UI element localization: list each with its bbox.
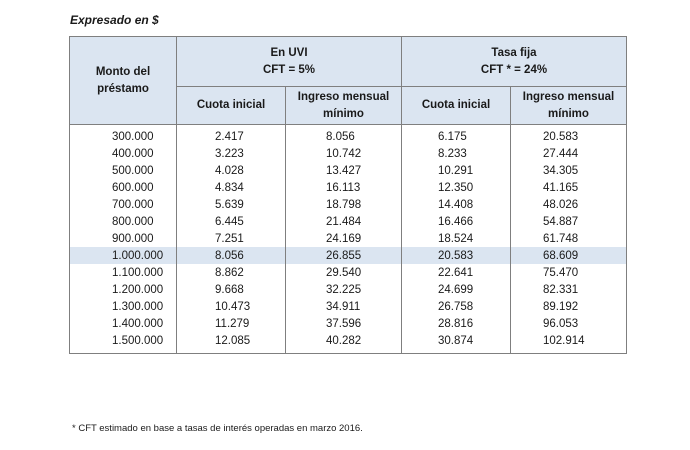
cell-fija-ingreso: 48.026 [510,196,627,213]
table-row: 400.000 3.223 10.742 8.233 27.444 [69,145,627,162]
cell-fija-ingreso: 27.444 [510,145,627,162]
cell-uvi-ingreso: 13.427 [285,162,402,179]
cell-fija-cuota: 14.408 [401,196,511,213]
header-fija-cuota: Cuota inicial [401,86,511,125]
cell-monto: 1.000.000 [69,247,177,264]
cell-monto: 1.500.000 [69,332,177,354]
header-monto: Monto del préstamo [69,36,177,125]
cell-fija-cuota: 30.874 [401,332,511,354]
cell-uvi-cuota: 12.085 [176,332,286,354]
header-uvi-title: En UVI [270,46,308,59]
cell-uvi-ingreso: 29.540 [285,264,402,281]
cell-fija-cuota: 20.583 [401,247,511,264]
cell-uvi-cuota: 8.862 [176,264,286,281]
cell-fija-cuota: 28.816 [401,315,511,332]
cell-fija-ingreso: 75.470 [510,264,627,281]
cell-uvi-cuota: 5.639 [176,196,286,213]
table-row: 1.300.000 10.473 34.911 26.758 89.192 [69,298,627,315]
cell-fija-cuota: 8.233 [401,145,511,162]
table-row: 700.000 5.639 18.798 14.408 48.026 [69,196,627,213]
cell-fija-cuota: 12.350 [401,179,511,196]
cell-uvi-ingreso: 26.855 [285,247,402,264]
cell-fija-ingreso: 89.192 [510,298,627,315]
cell-uvi-ingreso: 40.282 [285,332,402,354]
cell-uvi-cuota: 11.279 [176,315,286,332]
cell-uvi-cuota: 2.417 [176,124,286,145]
cell-monto: 400.000 [69,145,177,162]
table-row: 1.200.000 9.668 32.225 24.699 82.331 [69,281,627,298]
cell-fija-cuota: 16.466 [401,213,511,230]
table-row: 500.000 4.028 13.427 10.291 34.305 [69,162,627,179]
cell-fija-ingreso: 54.887 [510,213,627,230]
cell-uvi-ingreso: 16.113 [285,179,402,196]
cell-fija-ingreso: 96.053 [510,315,627,332]
cell-uvi-ingreso: 24.169 [285,230,402,247]
table-row: 1.500.000 12.085 40.282 30.874 102.914 [69,332,627,354]
cell-uvi-cuota: 4.834 [176,179,286,196]
cell-monto: 300.000 [69,124,177,145]
cell-fija-cuota: 24.699 [401,281,511,298]
cell-monto: 600.000 [69,179,177,196]
table-row: 1.400.000 11.279 37.596 28.816 96.053 [69,315,627,332]
header-group-uvi: En UVI CFT = 5% [176,36,402,87]
table-row: 1.100.000 8.862 29.540 22.641 75.470 [69,264,627,281]
footnote: * CFT estimado en base a tasas de interé… [72,423,363,434]
cell-fija-cuota: 26.758 [401,298,511,315]
cell-fija-ingreso: 61.748 [510,230,627,247]
cell-uvi-ingreso: 10.742 [285,145,402,162]
cell-fija-ingreso: 102.914 [510,332,627,354]
cell-uvi-ingreso: 8.056 [285,124,402,145]
cell-uvi-ingreso: 21.484 [285,213,402,230]
cell-monto: 1.100.000 [69,264,177,281]
cell-fija-cuota: 18.524 [401,230,511,247]
cell-fija-cuota: 6.175 [401,124,511,145]
cell-monto: 1.200.000 [69,281,177,298]
cell-uvi-ingreso: 34.911 [285,298,402,315]
cell-fija-ingreso: 82.331 [510,281,627,298]
cell-uvi-ingreso: 32.225 [285,281,402,298]
cell-uvi-cuota: 8.056 [176,247,286,264]
cell-uvi-cuota: 6.445 [176,213,286,230]
table-row: 900.000 7.251 24.169 18.524 61.748 [69,230,627,247]
cell-fija-ingreso: 41.165 [510,179,627,196]
table-row: 800.000 6.445 21.484 16.466 54.887 [69,213,627,230]
header-fija-cft: CFT * = 24% [480,63,548,76]
cell-fija-ingreso: 20.583 [510,124,627,145]
cell-fija-cuota: 22.641 [401,264,511,281]
header-uvi-ingreso: Ingreso mensual mínimo [285,86,402,125]
cell-fija-cuota: 10.291 [401,162,511,179]
cell-monto: 500.000 [69,162,177,179]
header-fija-ingreso: Ingreso mensual mínimo [510,86,627,125]
cell-uvi-ingreso: 18.798 [285,196,402,213]
cell-monto: 700.000 [69,196,177,213]
header-uvi-cft: CFT = 5% [262,63,316,76]
header-group-tasa-fija: Tasa fija CFT * = 24% [401,36,627,87]
cell-uvi-cuota: 10.473 [176,298,286,315]
table-caption: Expresado en $ [70,13,159,27]
cell-fija-ingreso: 68.609 [510,247,627,264]
cell-monto: 900.000 [69,230,177,247]
header-uvi-cuota: Cuota inicial [176,86,286,125]
cell-fija-ingreso: 34.305 [510,162,627,179]
cell-monto: 1.400.000 [69,315,177,332]
header-fija-title: Tasa fija [491,46,537,59]
cell-uvi-cuota: 9.668 [176,281,286,298]
cell-uvi-ingreso: 37.596 [285,315,402,332]
table-body: 300.000 2.417 8.056 6.175 20.583 400.000 3.223… [69,124,627,354]
table-row: 600.000 4.834 16.113 12.350 41.165 [69,179,627,196]
cell-uvi-cuota: 4.028 [176,162,286,179]
cell-uvi-cuota: 7.251 [176,230,286,247]
table-row: 300.000 2.417 8.056 6.175 20.583 [69,124,627,145]
cell-monto: 1.300.000 [69,298,177,315]
loan-comparison-table: Monto del préstamo En UVI CFT = 5% Tasa … [69,36,627,354]
cell-monto: 800.000 [69,213,177,230]
table-row-highlighted: 1.000.000 8.056 26.855 20.583 68.609 [69,247,627,264]
cell-uvi-cuota: 3.223 [176,145,286,162]
